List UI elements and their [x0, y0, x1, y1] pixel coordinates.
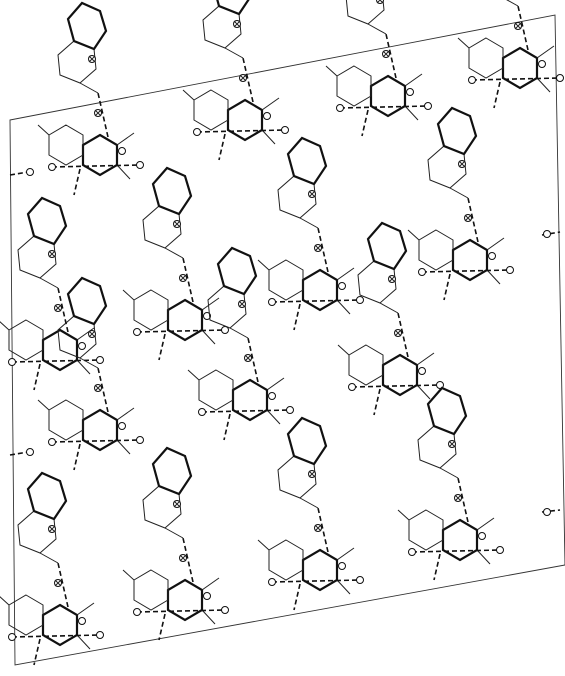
molecules [0, 0, 564, 665]
atom [544, 231, 551, 238]
molecule [38, 3, 144, 195]
atom [544, 509, 551, 516]
atom [27, 449, 34, 456]
molecule [188, 248, 294, 440]
molecule [0, 473, 104, 665]
molecule [258, 138, 364, 330]
molecule [123, 448, 229, 640]
molecule [258, 418, 364, 610]
page [0, 0, 565, 676]
molecule [326, 0, 432, 136]
molecule [408, 108, 514, 300]
molecule [183, 0, 289, 160]
atom [27, 169, 34, 176]
molecule [38, 278, 144, 470]
molecule [0, 198, 104, 390]
molecule [123, 168, 229, 360]
molecule [398, 388, 504, 580]
h-bond [10, 172, 28, 175]
unit-cell [10, 15, 565, 665]
molecule [338, 223, 444, 415]
crystal-packing-diagram [0, 0, 565, 676]
